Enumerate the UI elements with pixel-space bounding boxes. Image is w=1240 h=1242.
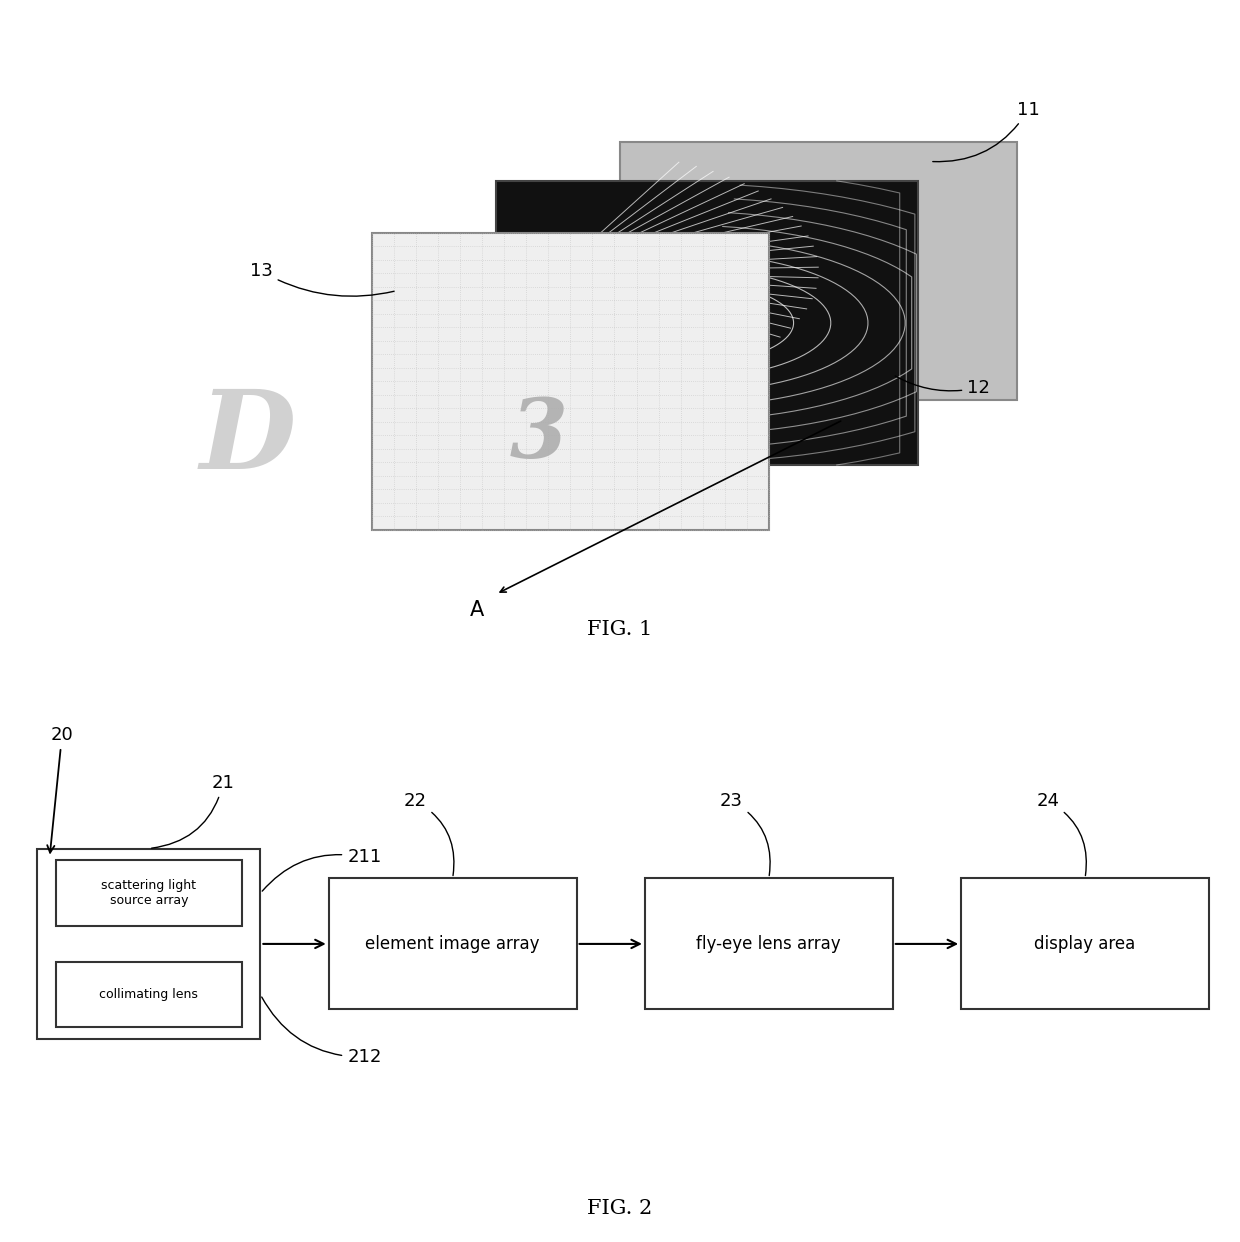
Bar <box>620 142 1017 400</box>
Text: 12: 12 <box>895 376 990 396</box>
Text: 23: 23 <box>720 792 770 876</box>
Bar <box>56 861 242 927</box>
Bar <box>56 961 242 1027</box>
Text: 24: 24 <box>1037 792 1086 876</box>
Text: scattering light
source array: scattering light source array <box>102 879 196 907</box>
Text: collimating lens: collimating lens <box>99 989 198 1001</box>
Text: D: D <box>200 385 296 493</box>
Text: A: A <box>470 600 485 620</box>
Text: 211: 211 <box>262 848 382 892</box>
Bar <box>37 848 260 1040</box>
Text: 11: 11 <box>932 101 1039 161</box>
Text: 3: 3 <box>510 395 568 474</box>
Bar <box>961 878 1209 1010</box>
Bar <box>496 181 918 465</box>
Text: 13: 13 <box>250 262 394 296</box>
Text: display area: display area <box>1034 935 1136 953</box>
Text: FIG. 1: FIG. 1 <box>588 621 652 640</box>
Text: 21: 21 <box>151 774 234 848</box>
Bar <box>372 232 769 529</box>
Bar <box>645 878 893 1010</box>
Bar <box>329 878 577 1010</box>
Text: 212: 212 <box>262 997 382 1066</box>
Text: 20: 20 <box>47 727 73 853</box>
Text: 22: 22 <box>404 792 454 876</box>
Text: element image array: element image array <box>366 935 539 953</box>
Text: FIG. 2: FIG. 2 <box>588 1200 652 1218</box>
Text: fly-eye lens array: fly-eye lens array <box>697 935 841 953</box>
